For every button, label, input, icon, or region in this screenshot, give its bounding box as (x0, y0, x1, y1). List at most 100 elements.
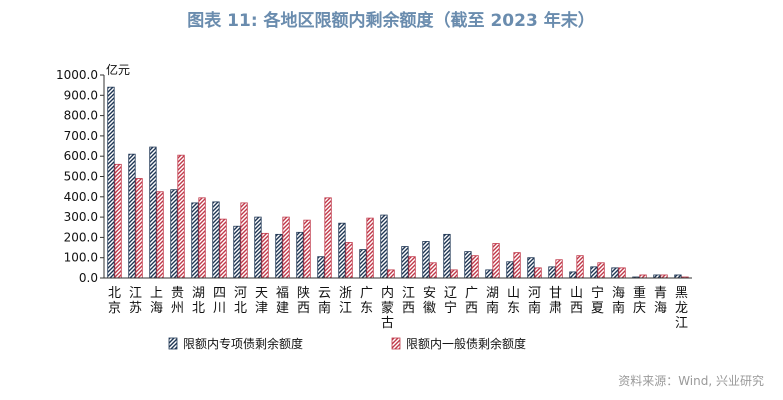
x-category-label: 广东 (360, 286, 373, 316)
bar-special-debt (338, 222, 346, 279)
x-category-label: 陕西 (297, 286, 310, 316)
y-tick-label: 300.0 (64, 210, 98, 224)
x-category-label: 安徽 (423, 286, 436, 316)
bar-general-debt (198, 197, 206, 279)
y-tick-label: 500.0 (64, 170, 98, 184)
bar-special-debt (170, 189, 178, 279)
x-category-label: 天津 (255, 286, 268, 316)
bar-special-debt (191, 202, 199, 279)
legend-swatch (168, 337, 178, 350)
bar-general-debt (534, 267, 542, 279)
bar-general-debt (387, 269, 395, 279)
x-category-label: 海南 (612, 286, 625, 316)
x-category-label: 山西 (570, 286, 583, 316)
bar-general-debt (282, 216, 290, 279)
bar-general-debt (303, 219, 311, 279)
bar-general-debt (366, 217, 374, 279)
bar-general-debt (492, 243, 500, 279)
x-category-label: 浙江 (339, 286, 352, 316)
bar-general-debt (345, 242, 353, 279)
x-category-label: 江苏 (129, 286, 142, 316)
bar-special-debt (275, 233, 283, 279)
x-category-label: 甘肃 (549, 286, 562, 316)
bar-special-debt (359, 249, 367, 279)
bar-special-debt (569, 271, 577, 279)
y-axis: 0.0 100.0 200.0 300.0 400.0 500.0 600.0 700.0 80… (56, 68, 105, 285)
x-category-label: 黑龙江 (675, 286, 688, 331)
legend-label: 限额内专项债剩余额度 (183, 336, 303, 351)
bar-special-debt (527, 257, 535, 279)
x-category-label: 上海 (150, 286, 163, 316)
bar-special-debt (443, 233, 451, 279)
x-category-label: 湖南 (486, 286, 499, 316)
bar-special-debt (317, 256, 325, 279)
bar-general-debt (597, 262, 605, 279)
bar-general-debt (219, 218, 227, 279)
bar-general-debt (408, 256, 416, 279)
bar-general-debt (114, 163, 122, 279)
bar-special-debt (485, 269, 493, 279)
x-category-label: 江西 (402, 286, 415, 316)
y-tick-label: 1000.0 (56, 68, 98, 82)
bar-general-debt (261, 232, 269, 279)
x-category-label: 山东 (507, 286, 520, 316)
bar-general-debt (450, 269, 458, 279)
y-tick-label: 600.0 (64, 149, 98, 163)
bar-general-debt (429, 262, 437, 279)
x-category-label: 贵州 (171, 286, 184, 316)
y-axis-unit: 亿元 (106, 62, 130, 77)
bar-special-debt (611, 267, 619, 279)
bar-general-debt (618, 267, 626, 279)
bar-special-debt (548, 266, 556, 279)
bar-special-debt (422, 241, 430, 279)
x-category-label: 云南 (318, 286, 331, 316)
bar-special-debt (464, 251, 472, 279)
x-category-label: 内蒙古 (381, 285, 394, 331)
bars (107, 86, 689, 279)
x-category-label: 北京 (108, 286, 121, 316)
x-category-label: 湖北 (192, 286, 205, 316)
legend-label: 限额内一般债剩余额度 (406, 336, 526, 351)
bar-special-debt (149, 146, 157, 279)
y-tick-label: 800.0 (64, 109, 98, 123)
y-tick-label: 400.0 (64, 190, 98, 204)
bar-special-debt (590, 266, 598, 279)
y-tick-label: 700.0 (64, 129, 98, 143)
x-category-label: 河南 (528, 286, 541, 316)
x-category-label: 河北 (234, 286, 247, 316)
x-category-label: 广西 (465, 286, 478, 316)
legend-swatch (391, 337, 401, 350)
bar-general-debt (576, 255, 584, 279)
legend: 限额内专项债剩余额度 限额内一般债剩余额度 (168, 336, 526, 351)
bar-general-debt (324, 197, 332, 279)
bar-general-debt (240, 202, 248, 279)
bar-special-debt (233, 225, 241, 279)
x-category-label: 辽宁 (444, 286, 457, 316)
x-category-label: 四川 (213, 286, 226, 316)
y-tick-label: 100.0 (64, 251, 98, 265)
bar-special-debt (296, 231, 304, 279)
x-category-label: 宁夏 (591, 285, 604, 316)
source-note: 资料来源：Wind, 兴业研究 (618, 373, 764, 388)
y-tick-label: 200.0 (64, 230, 98, 244)
bar-general-debt (177, 154, 185, 279)
bar-general-debt (471, 255, 479, 279)
bar-special-debt (107, 86, 115, 279)
bar-general-debt (513, 252, 521, 279)
y-tick-label: 900.0 (64, 88, 98, 102)
bar-general-debt (135, 178, 143, 279)
bar-special-debt (254, 216, 262, 279)
y-tick-label: 0.0 (79, 271, 98, 285)
x-category-label: 重庆 (633, 285, 646, 316)
bar-special-debt (506, 261, 514, 279)
bar-general-debt (156, 191, 164, 279)
bar-general-debt (555, 259, 563, 279)
x-category-label: 福建 (276, 286, 289, 316)
bar-special-debt (380, 214, 388, 279)
x-category-label: 青海 (654, 286, 667, 316)
chart-title: 图表 11: 各地区限额内剩余额度（截至 2023 年末） (187, 10, 594, 31)
x-axis: 北京江苏上海贵州湖北四川河北天津福建陕西云南浙江广东内蒙古江西安徽辽宁广西湖南山… (104, 277, 692, 331)
bar-special-debt (128, 153, 136, 279)
bar-special-debt (212, 201, 220, 279)
